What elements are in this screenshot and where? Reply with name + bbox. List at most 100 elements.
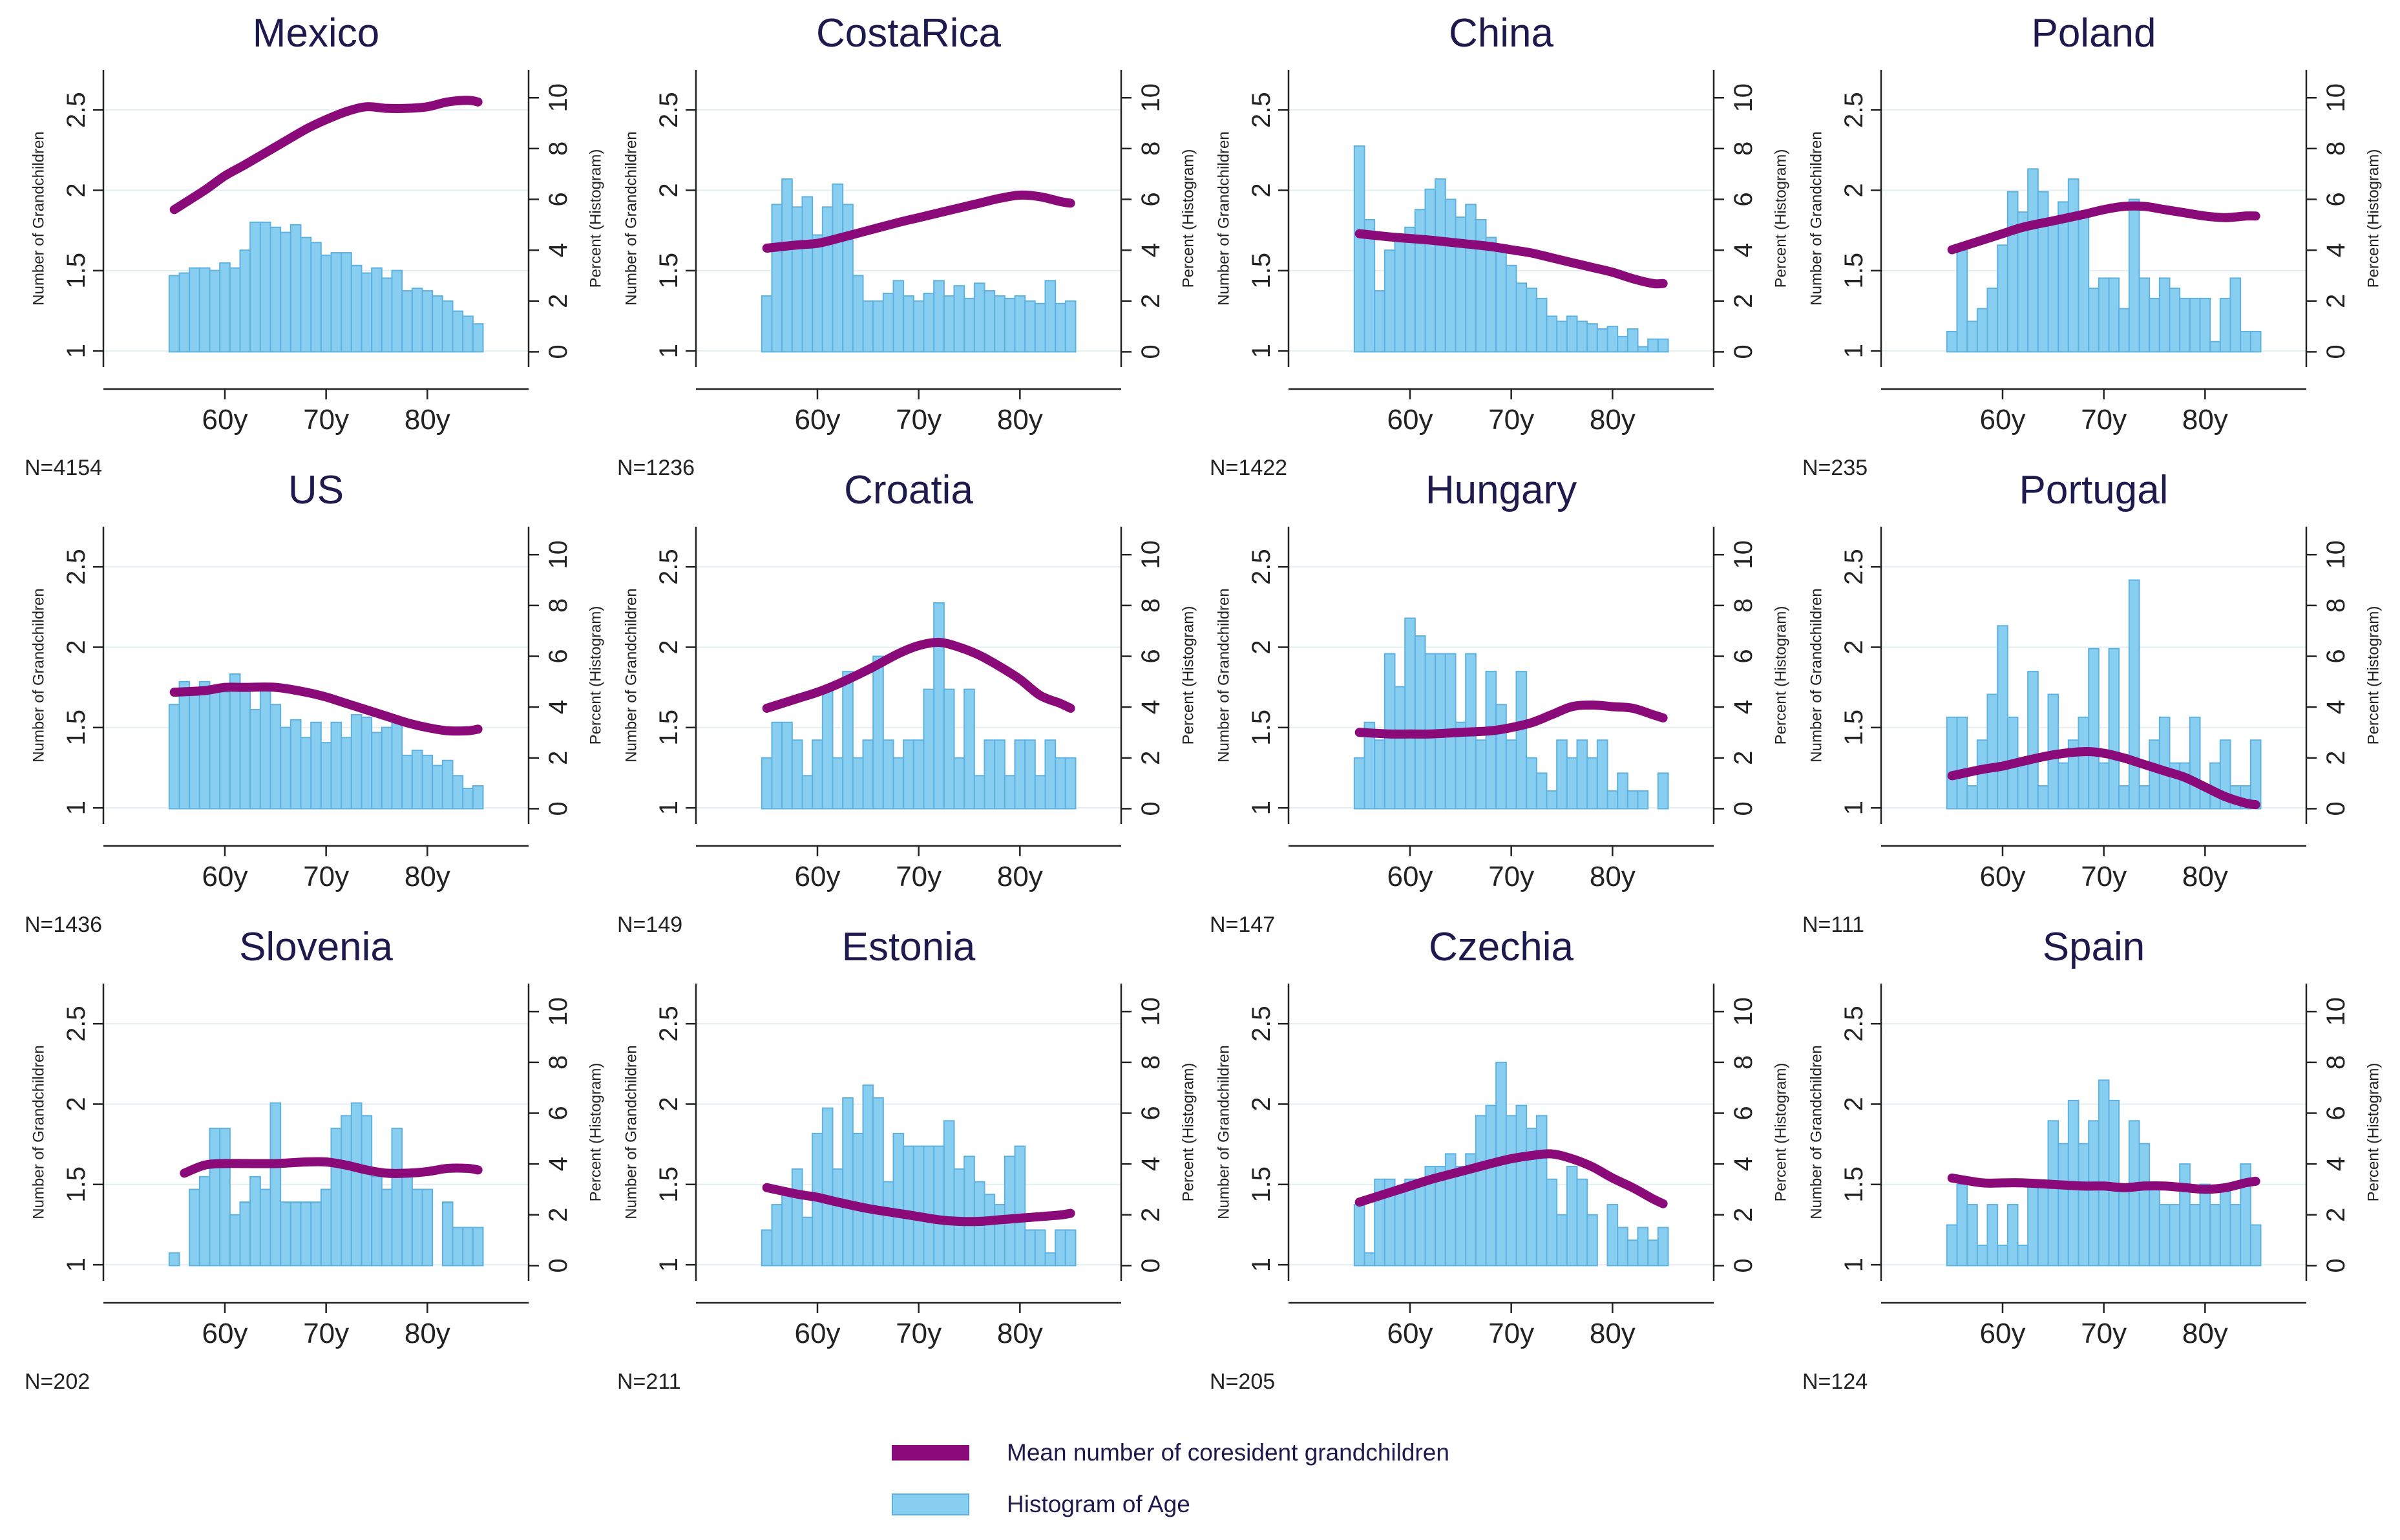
histogram-bar bbox=[249, 709, 261, 810]
left-tick-label: 1.5 bbox=[1840, 253, 1868, 289]
left-axis-label: Number of Grandchildren bbox=[30, 131, 48, 305]
histogram-bar bbox=[391, 269, 403, 353]
right-tick-label: 6 bbox=[2322, 192, 2350, 206]
left-tick-label: 2 bbox=[655, 1097, 683, 1111]
histogram-bar bbox=[862, 1084, 874, 1267]
left-tick-label: 2 bbox=[655, 183, 683, 197]
left-tick-label: 2 bbox=[1247, 183, 1276, 197]
histogram-bar bbox=[1566, 1166, 1578, 1267]
left-tick-label: 2 bbox=[1840, 640, 1868, 654]
histogram-bar bbox=[2209, 1204, 2221, 1267]
histogram-bar bbox=[361, 272, 373, 353]
legend-line-label: Mean number of coresident grandchildren bbox=[1007, 1439, 1449, 1466]
histogram-bar bbox=[1475, 739, 1487, 810]
histogram-bar bbox=[259, 688, 271, 810]
left-tick-label: 2.5 bbox=[62, 1006, 90, 1042]
left-tick-label: 1.5 bbox=[1247, 253, 1276, 289]
chart-panel: US 1 1.5 2 2.5 Number of Grandchildren 0 2 4 6 8 10… bbox=[25, 468, 605, 937]
histogram-bar bbox=[1374, 739, 1385, 810]
right-axis-label: Percent (Histogram) bbox=[1180, 149, 1197, 288]
histogram-bar bbox=[761, 1229, 773, 1267]
histogram-bar bbox=[912, 739, 925, 810]
bottom-tick-label: 60y bbox=[1387, 1318, 1433, 1349]
histogram-bar bbox=[1966, 1204, 1978, 1267]
histogram-bar bbox=[892, 757, 905, 810]
sample-size-note: N=4154 bbox=[25, 456, 102, 480]
histogram-bar bbox=[1475, 218, 1487, 353]
histogram-bar bbox=[1657, 338, 1669, 353]
mean-line bbox=[1947, 1173, 2260, 1194]
panel-title: Slovenia bbox=[239, 925, 393, 969]
bottom-tick-label: 70y bbox=[2081, 861, 2127, 892]
right-tick-label: 4 bbox=[1137, 700, 1165, 714]
histogram-bar bbox=[310, 242, 322, 353]
histogram-bar bbox=[1495, 244, 1507, 353]
left-tick-label: 1 bbox=[1247, 801, 1276, 815]
histogram-bar bbox=[1055, 757, 1066, 810]
sample-size-note: N=1422 bbox=[1210, 456, 1287, 480]
histogram-bar bbox=[2169, 1204, 2181, 1267]
left-tick-label: 2 bbox=[62, 640, 90, 654]
histogram-bar bbox=[761, 295, 773, 353]
histogram-bar bbox=[2158, 277, 2171, 353]
bottom-tick-label: 80y bbox=[2182, 861, 2228, 892]
histogram-bar bbox=[2067, 178, 2079, 353]
histogram-bar bbox=[2088, 648, 2100, 810]
histogram-bar bbox=[912, 1145, 925, 1267]
histogram-bar bbox=[1576, 739, 1588, 810]
legend-hist-label: Histogram of Age bbox=[1007, 1491, 1190, 1517]
right-tick-label: 2 bbox=[1137, 1208, 1165, 1222]
left-tick-label: 1.5 bbox=[1840, 710, 1868, 746]
histogram-bar bbox=[2037, 785, 2049, 810]
histogram-bar bbox=[1515, 1104, 1528, 1267]
histogram-bar bbox=[2128, 198, 2140, 353]
mean-line bbox=[1354, 1149, 1668, 1208]
chart-panel: Slovenia 1 1.5 2 2.5 Number of Grandchildren 0… bbox=[25, 925, 605, 1394]
left-tick-label: 2 bbox=[1840, 1097, 1868, 1111]
right-tick-label: 0 bbox=[544, 1258, 573, 1272]
histogram-bar bbox=[1566, 315, 1578, 353]
histogram-bar bbox=[209, 1128, 221, 1267]
left-tick-label: 1.5 bbox=[655, 253, 683, 289]
left-axis-label: Number of Grandchildren bbox=[1808, 588, 1826, 762]
histogram-bar bbox=[1647, 338, 1659, 353]
histogram-bar bbox=[923, 688, 935, 810]
histogram-bar bbox=[1475, 1115, 1487, 1267]
histogram-bar bbox=[401, 1176, 413, 1267]
sample-size-note: N=147 bbox=[1210, 912, 1275, 937]
histogram-bar bbox=[1353, 757, 1365, 810]
right-tick-label: 6 bbox=[1137, 649, 1165, 663]
histogram-bar bbox=[1586, 1214, 1598, 1267]
histogram-bar bbox=[812, 739, 823, 810]
right-tick-label: 4 bbox=[1729, 700, 1758, 714]
histogram-bar bbox=[411, 749, 423, 810]
histogram-bar bbox=[1055, 1229, 1066, 1267]
histogram-bar bbox=[2118, 1183, 2130, 1267]
histogram-bar bbox=[963, 1155, 975, 1267]
histogram-bar bbox=[1394, 686, 1406, 810]
histogram-bar bbox=[1014, 295, 1026, 353]
histogram-bar bbox=[1556, 1214, 1568, 1267]
histogram-bar bbox=[1404, 226, 1416, 353]
bottom-tick-label: 70y bbox=[2081, 404, 2127, 436]
histogram-bar bbox=[1455, 216, 1467, 353]
histogram-bar bbox=[821, 688, 834, 810]
bottom-tick-label: 70y bbox=[303, 1318, 349, 1349]
right-tick-label: 6 bbox=[1137, 192, 1165, 206]
right-tick-label: 6 bbox=[2322, 1106, 2350, 1120]
left-tick-label: 1.5 bbox=[1247, 710, 1276, 746]
right-tick-label: 4 bbox=[1729, 243, 1758, 257]
right-tick-label: 6 bbox=[2322, 649, 2350, 663]
right-tick-label: 0 bbox=[1729, 1258, 1758, 1272]
left-axis-label: Number of Grandchildren bbox=[623, 588, 640, 762]
histogram-bar bbox=[2199, 297, 2211, 353]
right-axis-label: Percent (Histogram) bbox=[1180, 606, 1197, 745]
bottom-tick-label: 70y bbox=[1488, 861, 1534, 892]
histogram-bar bbox=[2108, 648, 2120, 810]
histogram-bar bbox=[219, 262, 231, 353]
right-tick-label: 4 bbox=[2322, 243, 2350, 257]
bottom-tick-label: 70y bbox=[2081, 1318, 2127, 1349]
histogram-bar bbox=[872, 300, 884, 353]
histogram-bar bbox=[441, 300, 454, 353]
